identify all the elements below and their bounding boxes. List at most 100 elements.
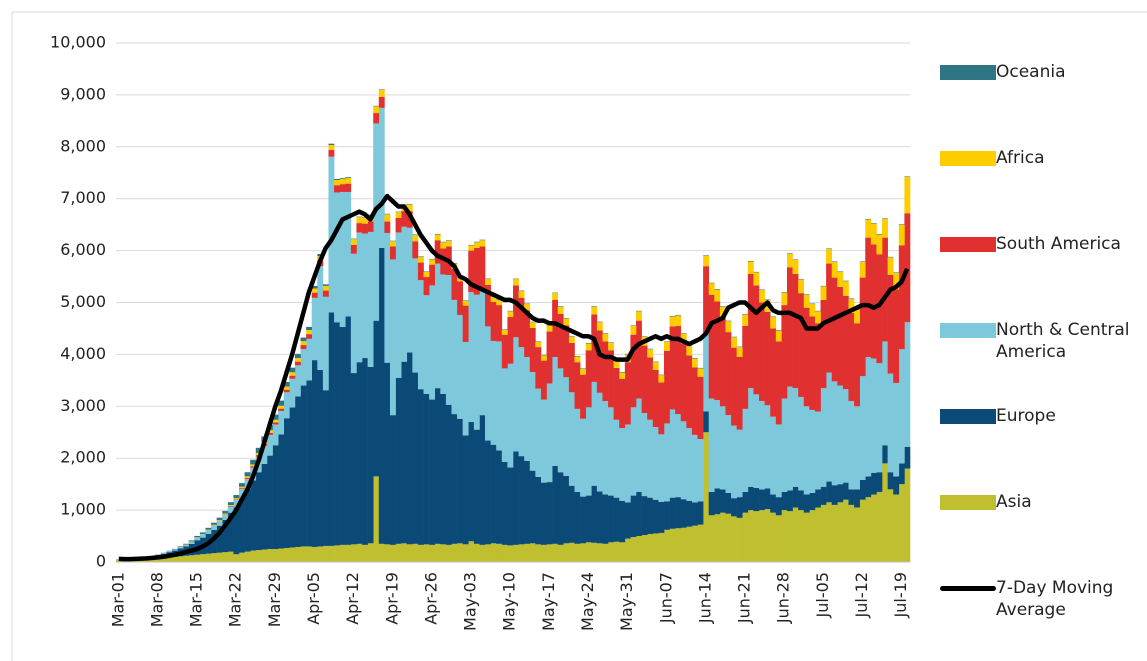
- bar-segment: [149, 558, 156, 562]
- bar-segment: [803, 307, 810, 407]
- bar-segment: [775, 515, 782, 562]
- bar-segment: [753, 285, 760, 395]
- bar-segment: [188, 541, 195, 544]
- bar-segment: [233, 498, 240, 500]
- bar-segment: [719, 306, 726, 307]
- bar-segment: [854, 323, 860, 407]
- bar-segment: [529, 372, 536, 471]
- bar-segment: [859, 376, 866, 480]
- bar-segment: [714, 289, 721, 302]
- bar-segment: [306, 546, 313, 562]
- bar-segment: [608, 350, 614, 408]
- bar-segment: [384, 221, 391, 233]
- bar-segment: [865, 237, 872, 357]
- bar-segment: [602, 333, 609, 334]
- bar-segment: [524, 304, 531, 311]
- bar-segment: [557, 306, 564, 314]
- bar-segment: [770, 328, 777, 417]
- bar-segment: [417, 389, 424, 545]
- bar-segment: [691, 358, 698, 368]
- bar-segment: [507, 545, 514, 562]
- bar-segment: [652, 533, 659, 562]
- bar-segment: [820, 388, 827, 487]
- bar-segment: [339, 191, 346, 327]
- bar-segment: [691, 434, 698, 503]
- bar-segment: [624, 362, 631, 425]
- bar-segment: [389, 240, 396, 242]
- x-tick-label: May-17: [539, 572, 558, 631]
- bar-segment: [451, 299, 458, 415]
- bar-segment: [747, 260, 754, 262]
- bar-segment: [417, 544, 424, 562]
- bar-segment: [239, 486, 245, 489]
- bar-segment: [848, 298, 855, 313]
- bar-segment: [205, 553, 212, 562]
- bar-segment: [630, 325, 637, 335]
- bar-segment: [775, 330, 782, 331]
- bar-segment: [406, 203, 413, 205]
- bar-segment: [814, 311, 821, 324]
- bar-segment: [636, 320, 642, 399]
- bar-segment: [882, 445, 888, 464]
- bar-segment: [568, 336, 575, 337]
- bar-segment: [485, 544, 491, 562]
- bar-segment: [362, 217, 368, 224]
- bar-segment: [177, 547, 184, 549]
- bar-segment: [580, 368, 586, 369]
- bar-segment: [535, 476, 542, 545]
- bar-segment: [518, 290, 525, 292]
- bar-segment: [216, 525, 223, 553]
- bar-segment: [485, 440, 491, 545]
- bar-segment: [513, 285, 519, 338]
- bar-segment: [596, 322, 603, 331]
- bar-segment: [373, 123, 380, 321]
- bar-segment: [708, 283, 715, 295]
- bar-segment: [882, 218, 888, 238]
- bar-segment: [803, 294, 810, 308]
- bar-segment: [792, 259, 799, 260]
- bar-segment: [367, 231, 374, 367]
- bar-segment: [669, 315, 676, 317]
- bar-segment: [781, 398, 788, 492]
- bar-segment: [311, 546, 318, 562]
- bar-segment: [362, 358, 368, 545]
- bar-segment: [294, 353, 301, 359]
- bar-segment: [211, 553, 217, 562]
- bar-segment: [753, 272, 760, 286]
- bar-segment: [339, 177, 346, 179]
- bar-segment: [188, 555, 195, 562]
- bar-segment: [513, 337, 519, 452]
- bar-segment: [417, 256, 424, 257]
- bar-segment: [378, 89, 385, 90]
- chart-border: [11, 11, 1147, 661]
- bar-segment: [731, 337, 737, 348]
- bar-segment: [535, 347, 542, 389]
- bar-segment: [328, 545, 335, 562]
- bar-segment: [814, 489, 821, 508]
- bar-segment: [239, 488, 245, 499]
- bar-segment: [216, 520, 223, 521]
- bar-segment: [485, 278, 491, 280]
- bar-segment: [675, 528, 682, 562]
- bar-segment: [585, 542, 592, 562]
- bar-segment: [535, 341, 542, 342]
- bar-segment: [680, 343, 687, 422]
- bar-segment: [540, 399, 547, 483]
- bar-segment: [272, 549, 279, 562]
- bar-segment: [155, 554, 162, 556]
- bar-segment: [468, 421, 475, 542]
- bar-segment: [389, 415, 396, 545]
- bar-segment: [591, 306, 598, 307]
- x-tick-label: Jun-21: [735, 572, 754, 624]
- bar-segment: [300, 349, 307, 386]
- bar-segment: [440, 544, 447, 562]
- legend-label: Africa: [996, 148, 1045, 168]
- bar-segment: [619, 378, 626, 429]
- bar-segment: [904, 446, 911, 469]
- bar-segment: [630, 325, 637, 326]
- bar-segment: [680, 499, 687, 528]
- bar-segment: [473, 429, 480, 544]
- bar-segment: [524, 356, 531, 461]
- bar-segment: [339, 178, 346, 185]
